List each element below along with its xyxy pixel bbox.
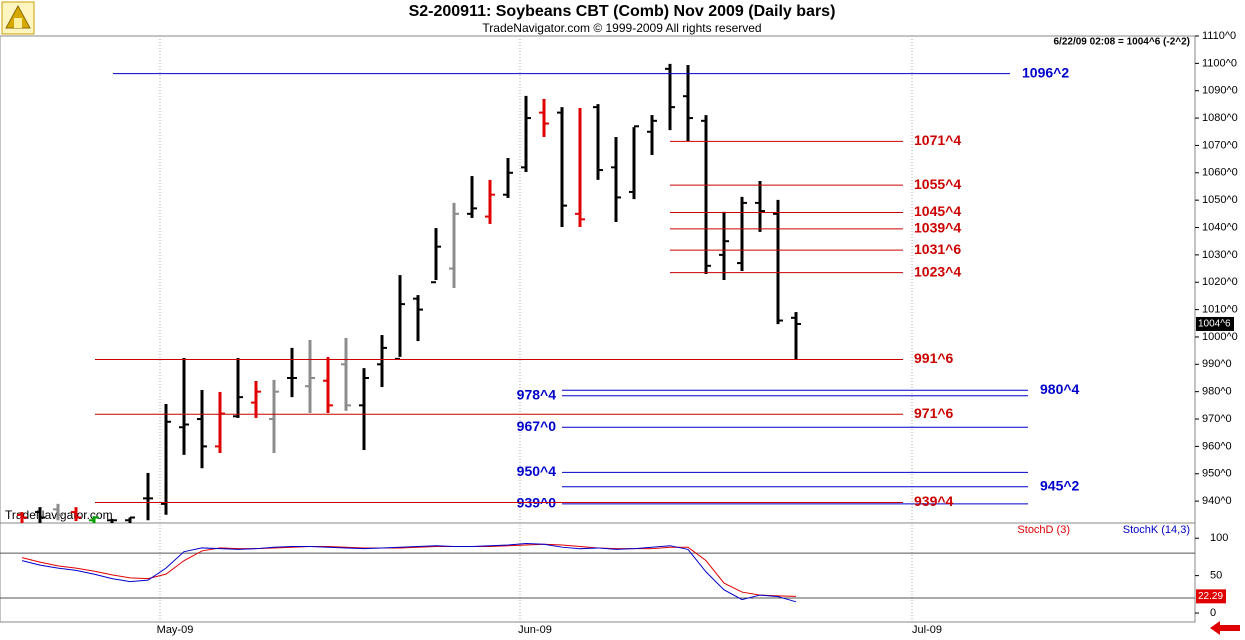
y-tick-label: 0 bbox=[1210, 607, 1216, 619]
x-tick-label: Jul-09 bbox=[912, 624, 942, 636]
level-label: 980^4 bbox=[1040, 381, 1080, 397]
level-label: 1023^4 bbox=[914, 263, 961, 279]
y-tick-label: 990^0 bbox=[1202, 358, 1232, 370]
level-label: 967^0 bbox=[517, 418, 557, 434]
x-tick-label: May-09 bbox=[157, 624, 194, 636]
last-price-label: 1004^6 bbox=[1198, 319, 1231, 330]
y-tick-label: 1060^0 bbox=[1202, 167, 1238, 179]
level-label: 1039^4 bbox=[914, 220, 961, 236]
y-tick-label: 1100^0 bbox=[1202, 57, 1237, 69]
y-tick-label: 1010^0 bbox=[1202, 304, 1238, 316]
y-tick-label: 100 bbox=[1210, 532, 1228, 544]
level-label: 978^4 bbox=[517, 386, 557, 402]
y-tick-label: 940^0 bbox=[1202, 495, 1232, 507]
legend-entry: StochK (14,3) bbox=[1123, 524, 1190, 536]
level-label: 950^4 bbox=[517, 463, 557, 479]
stoch-lines bbox=[21, 542, 797, 603]
level-label: 1055^4 bbox=[914, 176, 961, 192]
y-tick-label: 1030^0 bbox=[1202, 249, 1238, 261]
y-tick-label: 1000^0 bbox=[1202, 331, 1238, 343]
plot-frame bbox=[0, 35, 1196, 623]
last-price-tag bbox=[1196, 316, 1234, 331]
chart-title: S2-200911: Soybeans CBT (Comb) Nov 2009 … bbox=[409, 3, 836, 20]
y-tick-label: 980^0 bbox=[1202, 386, 1232, 398]
y-tick-label: 1020^0 bbox=[1202, 276, 1238, 288]
y-tick-label: 50 bbox=[1210, 570, 1222, 582]
level-label: 991^6 bbox=[914, 350, 954, 366]
y-tick-label: 950^0 bbox=[1202, 468, 1232, 480]
level-label: 1031^6 bbox=[914, 241, 961, 257]
subtitle: TradeNavigator.com © 1999-2009 All right… bbox=[482, 21, 761, 35]
value-label: 22.29 bbox=[1198, 591, 1223, 602]
y-tick-label: 1070^0 bbox=[1202, 139, 1238, 151]
level-label: 1096^2 bbox=[1022, 64, 1069, 80]
price-bars bbox=[17, 63, 801, 523]
level-label: 971^6 bbox=[914, 405, 954, 421]
level-label: 1071^4 bbox=[914, 132, 961, 148]
level-label: 939^4 bbox=[914, 493, 954, 509]
y-tick-label: 1050^0 bbox=[1202, 194, 1238, 206]
y-tick-label: 1080^0 bbox=[1202, 112, 1238, 124]
stoch-line bbox=[21, 542, 797, 603]
x-tick-label: Jun-09 bbox=[518, 624, 552, 636]
value-tag bbox=[1196, 589, 1226, 604]
y-tick-label: 1090^0 bbox=[1202, 85, 1238, 97]
level-label: 1045^4 bbox=[914, 203, 961, 219]
logo[interactable] bbox=[1, 1, 35, 35]
quote: 6/22/09 02:08 = 1004^6 (-2^2) bbox=[1054, 37, 1191, 48]
y-tick-label: 960^0 bbox=[1202, 440, 1232, 452]
legend-entry: StochD (3) bbox=[1017, 524, 1070, 536]
y-tick-label: 970^0 bbox=[1202, 413, 1232, 425]
y-tick-label: 1110^0 bbox=[1202, 30, 1236, 42]
level-label: 945^2 bbox=[1040, 477, 1080, 493]
y-tick-label: 1040^0 bbox=[1202, 221, 1238, 233]
scroll-arrow[interactable] bbox=[1210, 621, 1240, 635]
